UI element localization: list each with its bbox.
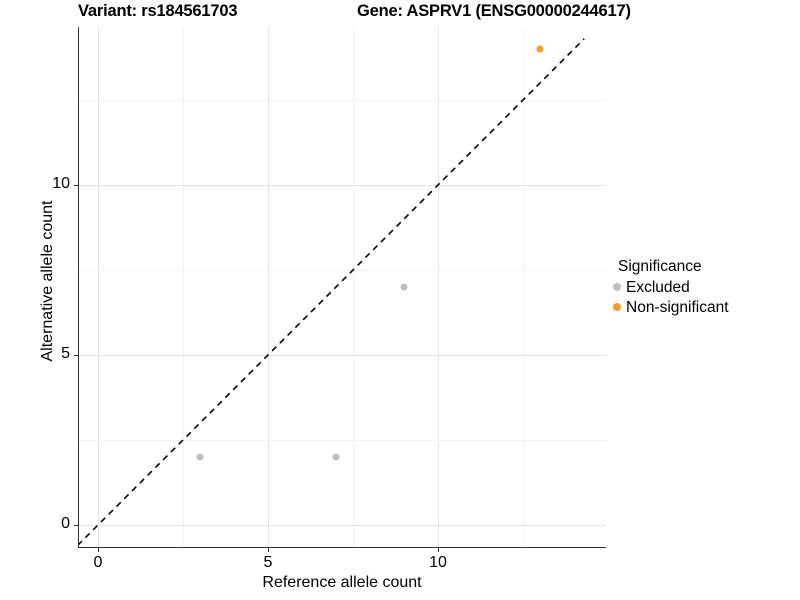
plot-title-gene: Gene: ASPRV1 (ENSG00000244617) [357, 2, 631, 20]
x-axis-tick [98, 548, 99, 552]
gridline-y-major [78, 525, 606, 526]
gridline-x-major [98, 27, 99, 548]
gridline-x-minor [523, 27, 524, 548]
legend-swatch-icon [608, 298, 626, 316]
y-axis-label: Alternative allele count [39, 200, 56, 362]
legend-item-excluded: Excluded [613, 277, 796, 297]
legend-item-label: Excluded [626, 278, 690, 296]
x-axis-line [78, 547, 606, 549]
legend-dot-icon [613, 303, 621, 311]
gridline-y-minor [78, 100, 606, 101]
gridline-y-major [78, 355, 606, 356]
legend-title: Significance [618, 258, 702, 275]
gridline-x-major [268, 27, 269, 548]
legend-item-non-significant: Non-significant [613, 297, 796, 317]
data-point [196, 453, 204, 461]
gridline-x-minor [183, 27, 184, 548]
x-axis-tick-label: 5 [263, 554, 273, 571]
x-axis-tick [268, 548, 269, 552]
y-axis-tick [74, 355, 78, 356]
y-axis-tick [74, 525, 78, 526]
data-point [332, 453, 340, 461]
data-point [536, 45, 544, 53]
gridline-y-minor [78, 440, 606, 441]
plot-title-variant: Variant: rs184561703 [78, 2, 238, 20]
x-axis-label: Reference allele count [262, 574, 422, 591]
legend: Significance Excluded Non-significant [613, 258, 796, 317]
gridline-y-major [78, 185, 606, 186]
gridline-y-minor [78, 270, 606, 271]
legend-dot-icon [613, 283, 621, 291]
plot-panel [78, 27, 606, 548]
data-point [400, 283, 408, 291]
y-axis-tick [74, 185, 78, 186]
y-axis-line [78, 27, 80, 548]
x-axis-tick-label: 0 [93, 554, 103, 571]
y-axis-tick-label: 0 [61, 515, 70, 532]
legend-items: Excluded Non-significant [613, 277, 796, 317]
x-axis-tick-label: 10 [429, 554, 447, 571]
gridline-x-minor [353, 27, 354, 548]
legend-swatch-icon [608, 278, 626, 296]
y-axis-tick-label: 5 [61, 345, 70, 362]
identity-reference-line [78, 38, 585, 546]
y-axis-tick-label: 10 [52, 175, 70, 192]
plot-title-row: Variant: rs184561703 Gene: ASPRV1 (ENSG0… [78, 2, 708, 26]
legend-item-label: Non-significant [626, 298, 729, 316]
x-axis-tick [438, 548, 439, 552]
gridline-x-major [438, 27, 439, 548]
